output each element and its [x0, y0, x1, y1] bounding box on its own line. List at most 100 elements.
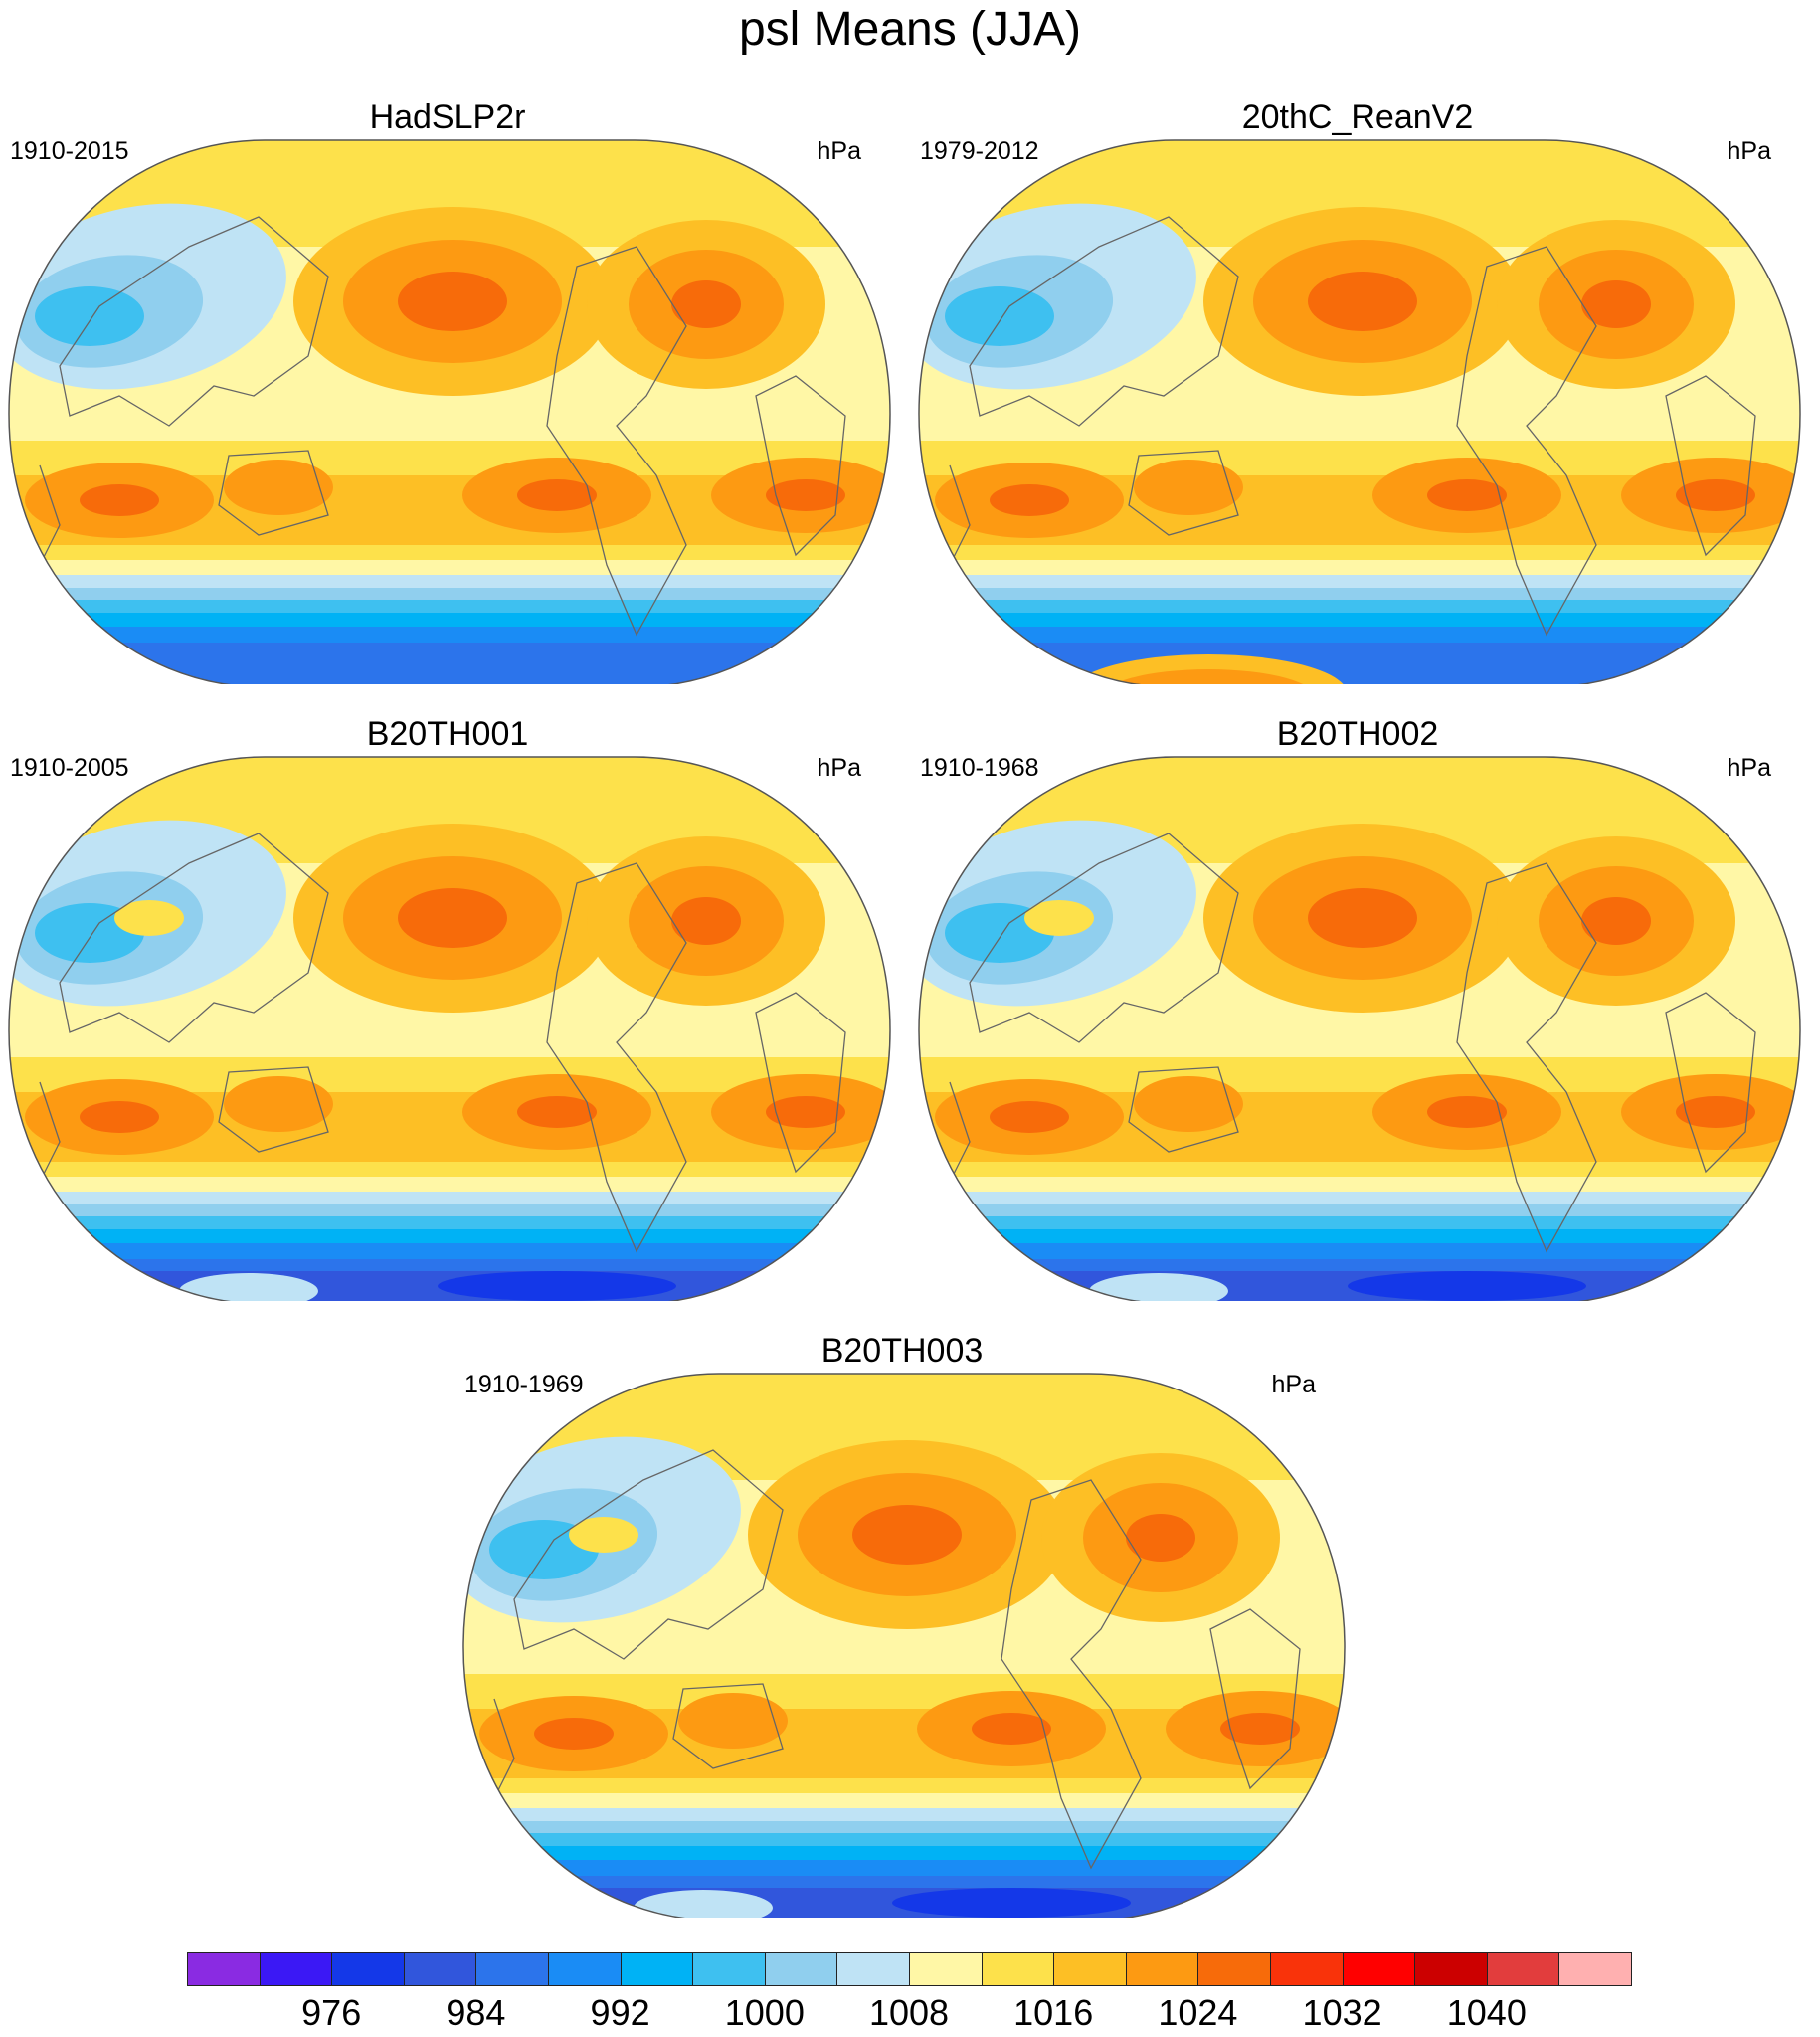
panel-years: 1910-2015 [10, 137, 129, 165]
pacific-high-core [852, 1505, 962, 1565]
colorbar-swatch [692, 1952, 766, 1986]
colorbar-label: 1008 [868, 1992, 950, 2033]
colorbar-swatch [331, 1952, 405, 1986]
atlantic-high-core [671, 897, 741, 945]
pacific-high-core [1308, 272, 1417, 331]
panel-units: hPa [1727, 137, 1771, 165]
panel-title: B20TH002 [1276, 715, 1439, 753]
map-outline [8, 756, 891, 1301]
colorbar-swatch [1053, 1952, 1127, 1986]
polar-low-core [1348, 1271, 1586, 1301]
map-outline [918, 139, 1801, 684]
australia-high [678, 1693, 788, 1749]
south-high-core [517, 479, 597, 511]
colorbar-label: 1040 [1446, 1992, 1527, 2033]
pacific-high-core [398, 272, 507, 331]
south-high-core [990, 1101, 1069, 1133]
australia-high [224, 460, 333, 515]
colorbar-label: 1024 [1158, 1992, 1238, 2033]
panel-title: B20TH003 [820, 1332, 984, 1370]
south-high-core [80, 1101, 159, 1133]
colorbar-label: 1032 [1302, 1992, 1382, 2033]
colorbar-label: 984 [446, 1992, 506, 2033]
colorbar-swatch [1125, 1952, 1199, 1986]
panel-units: hPa [1727, 754, 1771, 782]
panel-units: hPa [1271, 1371, 1316, 1398]
panel-units: hPa [817, 754, 861, 782]
south-high-core [1676, 479, 1755, 511]
colorbar-swatch [259, 1952, 333, 1986]
polar-low-core [892, 1888, 1131, 1918]
colorbar-swatch [764, 1952, 838, 1986]
asian-low-core [945, 286, 1054, 346]
australia-high [1134, 1076, 1243, 1132]
tibet-high [114, 900, 184, 936]
panel-title: HadSLP2r [369, 98, 526, 136]
atlantic-high-core [671, 280, 741, 328]
south-high-core [766, 479, 845, 511]
map-panel: HadSLP2r 1910-2015 hPa [0, 97, 895, 684]
panel-title: B20TH001 [366, 715, 529, 753]
colorbar-swatch [187, 1952, 261, 1986]
south-high-core [517, 1096, 597, 1128]
panel-years: 1910-1969 [464, 1371, 584, 1398]
map-outline [462, 1373, 1346, 1918]
atlantic-high-core [1126, 1514, 1195, 1562]
south-high-core [1427, 1096, 1507, 1128]
tibet-high [1024, 900, 1094, 936]
pacific-high-core [1308, 888, 1417, 948]
colorbar-swatch [909, 1952, 983, 1986]
south-high-core [766, 1096, 845, 1128]
panel-title: 20thC_ReanV2 [1241, 98, 1474, 136]
colorbar-label: 976 [301, 1992, 362, 2033]
panel-units: hPa [817, 137, 861, 165]
map-panel: B20TH001 1910-2005 hPa [0, 714, 895, 1301]
colorbar-swatch [548, 1952, 622, 1986]
atlantic-high-core [1581, 280, 1651, 328]
panel-years: 1910-2005 [10, 754, 129, 782]
colorbar-swatch [475, 1952, 549, 1986]
australia-high [1134, 460, 1243, 515]
map-outline [8, 139, 891, 684]
south-high-core [972, 1713, 1051, 1745]
antarctic-high [1069, 654, 1348, 684]
map-plot [918, 756, 1801, 1301]
colorbar-swatch [1414, 1952, 1488, 1986]
colorbar-swatch [1486, 1952, 1560, 1986]
map-plot [918, 139, 1801, 684]
map-plot [8, 756, 891, 1301]
colorbar-label: 1016 [1013, 1992, 1094, 2033]
polar-low-core [438, 1271, 676, 1301]
colorbar-swatch [1342, 1952, 1416, 1986]
map-panel: B20TH002 1910-1968 hPa [910, 714, 1805, 1301]
south-high-core [80, 484, 159, 516]
pacific-high-core [398, 888, 507, 948]
colorbar-swatch [620, 1952, 694, 1986]
map-plot [462, 1373, 1346, 1918]
south-high-core [990, 484, 1069, 516]
panel-years: 1910-1968 [920, 754, 1039, 782]
map-panel: 20thC_ReanV2 1979-2012 hPa [910, 97, 1805, 684]
colorbar-swatch [836, 1952, 910, 1986]
colorbar-swatch [1270, 1952, 1344, 1986]
map-panel: B20TH003 1910-1969 hPa [455, 1331, 1350, 1918]
south-high-core [1427, 479, 1507, 511]
colorbar-swatch [1197, 1952, 1271, 1986]
map-outline [918, 756, 1801, 1301]
australia-high [224, 1076, 333, 1132]
colorbar-label: 992 [590, 1992, 650, 2033]
colorbar-label: 1000 [724, 1992, 805, 2033]
colorbar-swatch [1558, 1952, 1632, 1986]
asian-low-core [35, 286, 144, 346]
tibet-high [569, 1517, 638, 1553]
atlantic-high-core [1581, 897, 1651, 945]
main-title: psl Means (JJA) [738, 3, 1082, 56]
south-high-core [1676, 1096, 1755, 1128]
colorbar-swatch [403, 1952, 477, 1986]
colorbar: 976 984 992 1000 1008 1016 1024 1032 1040 [187, 1952, 1632, 2037]
panel-years: 1979-2012 [920, 137, 1039, 165]
south-high-core [1220, 1713, 1300, 1745]
south-high-core [534, 1718, 614, 1750]
map-plot [8, 139, 891, 684]
colorbar-swatch [981, 1952, 1055, 1986]
